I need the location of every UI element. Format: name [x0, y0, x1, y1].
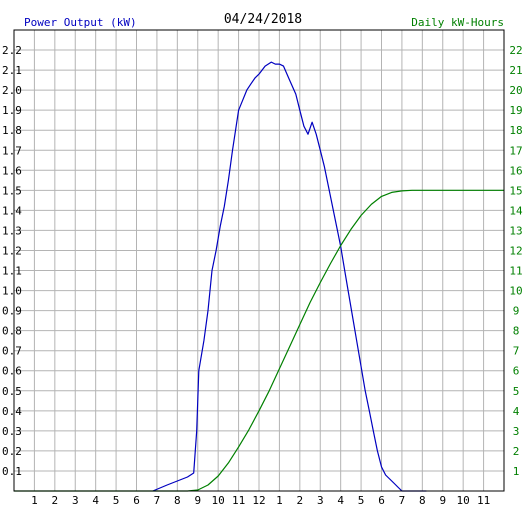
left-tick-label: 1.0	[2, 285, 22, 298]
left-tick-label: 0.7	[2, 345, 22, 358]
plot-frame	[13, 29, 505, 492]
series-layer	[14, 61, 504, 492]
x-tick-label: 8	[419, 494, 426, 507]
x-tick-label: 5	[113, 494, 120, 507]
x-tick-label: 5	[358, 494, 365, 507]
x-tick-label: 7	[154, 494, 161, 507]
x-tick-label: 8	[174, 494, 181, 507]
left-tick-label: 0.1	[2, 465, 22, 478]
left-tick-label: 2.0	[2, 84, 22, 97]
x-tick-label: 9	[439, 494, 446, 507]
grid	[14, 30, 504, 491]
left-tick-label: 2.1	[2, 64, 22, 77]
left-tick-label: 1.8	[2, 124, 22, 137]
left-tick-label: 1.7	[2, 144, 22, 157]
right-tick-label: 12	[509, 244, 522, 257]
left-tick-label: 1.6	[2, 164, 22, 177]
x-tick-labels: 1 2 3 4 5 6 7 8 9 10 11 12 1 2 3 4 5 6 7 8 9 10 11	[31, 494, 490, 507]
right-tick-label: 22	[509, 44, 522, 57]
left-tick-label: 1.1	[2, 265, 22, 278]
left-tick-labels: 0.1 0.2 0.3 0.4 0.5 0.6 0.7 0.8 0.9 1.0 1.1 1.2 1.3 1…	[2, 44, 22, 478]
right-tick-label: 4	[513, 405, 520, 418]
x-tick-label: 6	[378, 494, 385, 507]
right-tick-label: 7	[513, 345, 520, 358]
left-tick-label: 0.9	[2, 305, 22, 318]
x-tick-label: 7	[399, 494, 406, 507]
left-tick-label: 0.3	[2, 425, 22, 438]
x-tick-label: 2	[52, 494, 59, 507]
x-tick-label: 10	[212, 494, 225, 507]
x-tick-label: 2	[297, 494, 304, 507]
right-tick-label: 15	[509, 184, 522, 197]
right-tick-label: 9	[513, 305, 520, 318]
chart-title: 04/24/2018	[224, 12, 302, 27]
right-tick-label: 6	[513, 365, 520, 378]
left-tick-label: 1.2	[2, 244, 22, 257]
x-tick-label: 9	[194, 494, 201, 507]
x-tick-label: 1	[31, 494, 38, 507]
left-axis-label: Power Output (kW)	[24, 16, 137, 29]
right-axis-label: Daily kW-Hours	[411, 16, 504, 29]
left-tick-label: 1.9	[2, 104, 22, 117]
x-tick-label: 4	[337, 494, 344, 507]
left-tick-label: 0.4	[2, 405, 22, 418]
right-tick-label: 19	[509, 104, 522, 117]
left-tick-label: 0.8	[2, 325, 22, 338]
x-tick-label: 10	[457, 494, 470, 507]
left-tick-label: 1.3	[2, 224, 22, 237]
left-tick-label: 1.5	[2, 184, 22, 197]
right-tick-label: 2	[513, 445, 520, 458]
x-tick-label: 11	[232, 494, 245, 507]
left-tick-label: 0.6	[2, 365, 22, 378]
right-tick-label: 20	[509, 84, 522, 97]
right-tick-label: 14	[509, 204, 523, 217]
left-tick-label: 0.5	[2, 385, 22, 398]
left-tick-label: 0.2	[2, 445, 22, 458]
right-tick-label: 17	[509, 144, 522, 157]
right-tick-label: 8	[513, 325, 520, 338]
right-tick-label: 11	[509, 265, 522, 278]
x-tick-label: 3	[317, 494, 324, 507]
x-tick-label: 11	[477, 494, 490, 507]
left-tick-label: 1.4	[2, 204, 22, 217]
x-tick-label: 6	[133, 494, 140, 507]
x-tick-label: 1	[276, 494, 283, 507]
right-tick-label: 18	[509, 124, 522, 137]
power-output-line	[152, 61, 427, 492]
right-tick-label: 3	[513, 425, 520, 438]
right-tick-label: 5	[513, 385, 520, 398]
left-tick-label: 2.2	[2, 44, 22, 57]
right-tick-label: 16	[509, 164, 522, 177]
x-tick-label: 4	[92, 494, 99, 507]
right-tick-label: 21	[509, 64, 522, 77]
right-tick-label: 1	[513, 465, 520, 478]
right-tick-label: 10	[509, 285, 522, 298]
daily-kwh-line	[14, 189, 504, 492]
x-tick-label: 12	[252, 494, 265, 507]
x-tick-label: 3	[72, 494, 79, 507]
right-tick-label: 13	[509, 224, 522, 237]
